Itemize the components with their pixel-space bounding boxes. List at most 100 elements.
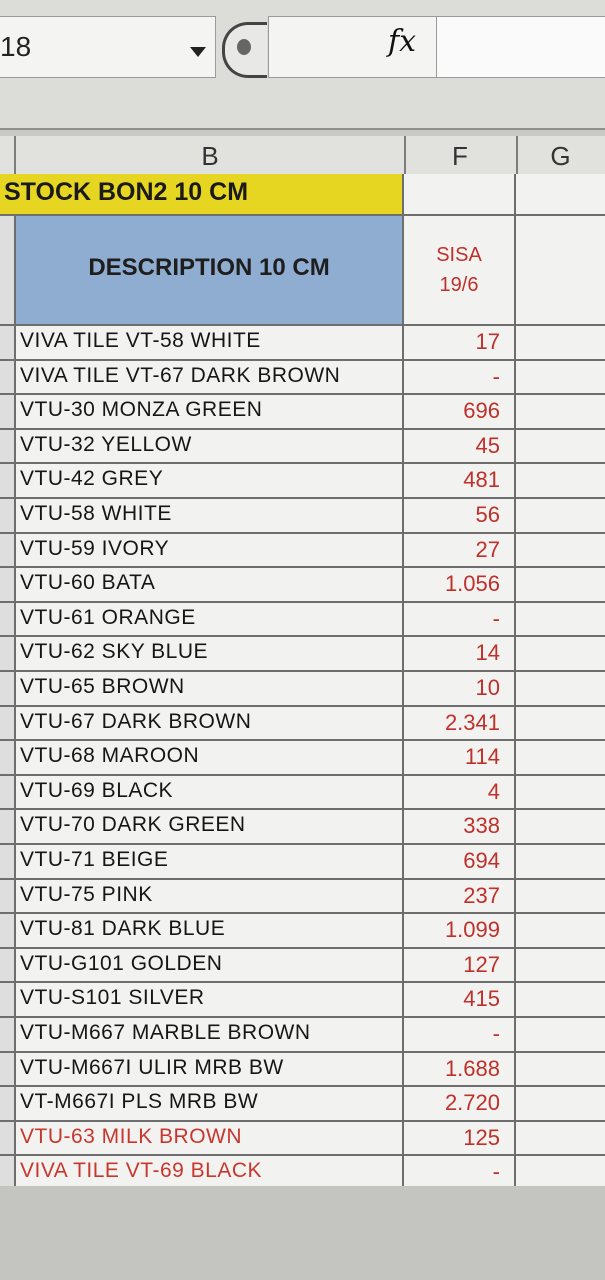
- cell[interactable]: [516, 880, 605, 913]
- row-header[interactable]: [0, 360, 16, 394]
- cell[interactable]: [516, 1087, 605, 1120]
- sisa-cell[interactable]: 56: [404, 499, 516, 532]
- description-cell[interactable]: VIVA TILE VT-67 DARK BROWN: [16, 360, 404, 394]
- row-header[interactable]: [0, 499, 16, 532]
- title-cell[interactable]: STOCK BON2 10 CM: [0, 174, 404, 214]
- formula-input[interactable]: [436, 16, 605, 78]
- cell[interactable]: [516, 216, 605, 324]
- column-header-g[interactable]: G: [550, 141, 571, 171]
- description-cell[interactable]: VTU-S101 SILVER: [16, 983, 404, 1016]
- row-header[interactable]: [0, 1087, 16, 1120]
- column-header-b[interactable]: B: [16, 136, 406, 174]
- sisa-cell[interactable]: 125: [404, 1121, 516, 1155]
- sisa-cell[interactable]: 1.099: [404, 914, 516, 947]
- formula-bar-resize-handle[interactable]: [222, 22, 267, 78]
- description-cell[interactable]: VTU-G101 GOLDEN: [16, 948, 404, 982]
- name-box[interactable]: 18: [0, 16, 216, 78]
- sisa-cell[interactable]: -: [404, 360, 516, 394]
- description-cell[interactable]: VTU-59 IVORY: [16, 533, 404, 567]
- row-header[interactable]: [0, 602, 16, 636]
- sisa-cell[interactable]: 696: [404, 395, 516, 428]
- description-cell[interactable]: VTU-68 MAROON: [16, 741, 404, 774]
- cell[interactable]: [516, 776, 605, 809]
- description-cell[interactable]: VTU-71 BEIGE: [16, 845, 404, 878]
- cell[interactable]: [516, 326, 605, 359]
- row-header[interactable]: [0, 741, 16, 774]
- description-cell[interactable]: VTU-32 YELLOW: [16, 429, 404, 463]
- sisa-cell[interactable]: 2.720: [404, 1087, 516, 1120]
- column-header-f[interactable]: F: [404, 136, 518, 174]
- column-header-prev[interactable]: [0, 136, 16, 174]
- description-cell[interactable]: VTU-30 MONZA GREEN: [16, 395, 404, 428]
- insert-function-icon[interactable]: fx: [388, 24, 417, 59]
- description-header-cell[interactable]: DESCRIPTION 10 CM: [16, 216, 404, 324]
- cell[interactable]: [404, 174, 516, 214]
- sisa-cell[interactable]: -: [404, 1156, 516, 1189]
- chevron-down-icon[interactable]: [190, 47, 206, 57]
- cell[interactable]: [516, 1156, 605, 1189]
- cell[interactable]: [516, 430, 605, 463]
- cell[interactable]: [516, 672, 605, 705]
- sisa-cell[interactable]: -: [404, 1018, 516, 1051]
- cell[interactable]: [516, 568, 605, 601]
- row-header[interactable]: [0, 326, 16, 359]
- description-cell[interactable]: VTU-70 DARK GREEN: [16, 810, 404, 843]
- cell[interactable]: [516, 637, 605, 670]
- row-header[interactable]: [0, 914, 16, 947]
- row-header[interactable]: [0, 672, 16, 705]
- sisa-cell[interactable]: 27: [404, 533, 516, 567]
- sisa-cell[interactable]: 10: [404, 672, 516, 705]
- cell[interactable]: [516, 361, 605, 394]
- description-cell[interactable]: VTU-58 WHITE: [16, 499, 404, 532]
- cell[interactable]: [516, 174, 605, 214]
- cell[interactable]: [516, 810, 605, 843]
- row-header[interactable]: [0, 1052, 16, 1086]
- sisa-header-cell[interactable]: SISA 19/6: [404, 216, 516, 324]
- description-cell[interactable]: VTU-M667 MARBLE BROWN: [16, 1018, 404, 1051]
- row-header[interactable]: [0, 464, 16, 497]
- row-header[interactable]: [0, 879, 16, 913]
- sisa-cell[interactable]: 4: [404, 775, 516, 809]
- sisa-cell[interactable]: 481: [404, 464, 516, 497]
- row-header[interactable]: [0, 706, 16, 740]
- description-cell[interactable]: VIVA TILE VT-58 WHITE: [16, 326, 404, 359]
- sisa-cell[interactable]: 2.341: [404, 706, 516, 740]
- sisa-cell[interactable]: 694: [404, 845, 516, 878]
- description-cell[interactable]: VTU-75 PINK: [16, 879, 404, 913]
- sisa-cell[interactable]: 45: [404, 429, 516, 463]
- row-header[interactable]: [0, 983, 16, 1016]
- description-cell[interactable]: VTU-65 BROWN: [16, 672, 404, 705]
- cell[interactable]: [516, 914, 605, 947]
- row-header[interactable]: [0, 395, 16, 428]
- cell[interactable]: [516, 603, 605, 636]
- description-cell[interactable]: VTU-42 GREY: [16, 464, 404, 497]
- sisa-cell[interactable]: 114: [404, 741, 516, 774]
- cell[interactable]: [516, 1018, 605, 1051]
- description-cell[interactable]: VTU-67 DARK BROWN: [16, 706, 404, 740]
- cell[interactable]: [516, 707, 605, 740]
- cell[interactable]: [516, 949, 605, 982]
- description-cell[interactable]: VTU-62 SKY BLUE: [16, 637, 404, 670]
- row-header[interactable]: [0, 775, 16, 809]
- row-header[interactable]: [0, 1018, 16, 1051]
- row-header[interactable]: [0, 568, 16, 601]
- sisa-cell[interactable]: -: [404, 602, 516, 636]
- cell[interactable]: [516, 845, 605, 878]
- sisa-cell[interactable]: 415: [404, 983, 516, 1016]
- cell[interactable]: [516, 741, 605, 774]
- description-cell[interactable]: VTU-60 BATA: [16, 568, 404, 601]
- description-cell[interactable]: VIVA TILE VT-69 BLACK: [16, 1156, 404, 1189]
- sisa-cell[interactable]: 338: [404, 810, 516, 843]
- sisa-cell[interactable]: 1.056: [404, 568, 516, 601]
- row-header[interactable]: [0, 845, 16, 878]
- cell[interactable]: [516, 1053, 605, 1086]
- cell[interactable]: [516, 1122, 605, 1155]
- sisa-cell[interactable]: 237: [404, 879, 516, 913]
- description-cell[interactable]: VTU-63 MILK BROWN: [16, 1121, 404, 1155]
- cell[interactable]: [516, 395, 605, 428]
- row-header[interactable]: [0, 533, 16, 567]
- description-cell[interactable]: VTU-61 ORANGE: [16, 602, 404, 636]
- row-header[interactable]: [0, 637, 16, 670]
- sisa-cell[interactable]: 14: [404, 637, 516, 670]
- row-header[interactable]: [0, 948, 16, 982]
